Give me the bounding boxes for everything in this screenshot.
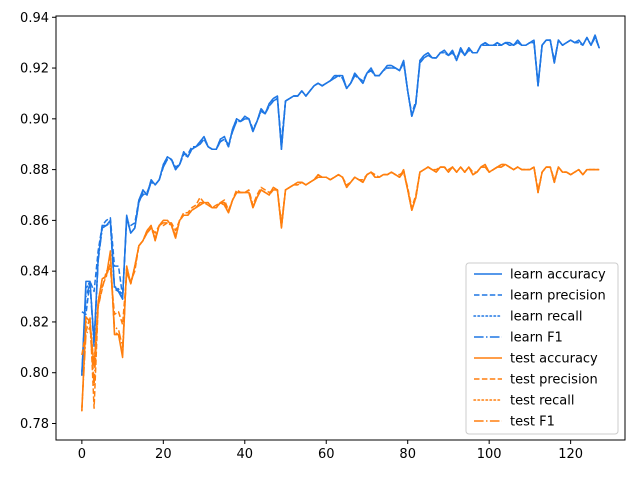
x-tick-label: 100 (477, 447, 502, 462)
y-tick-label: 0.90 (20, 112, 49, 127)
series-layer (81, 34, 600, 412)
y-axis: 0.78 0.80 0.82 0.84 0.86 0.88 0.90 0.92 0.94 (20, 11, 56, 432)
y-tick-label: 0.86 (20, 214, 49, 229)
x-tick-label: 60 (318, 447, 335, 462)
y-tick-label: 0.82 (20, 315, 49, 330)
legend-label: test accuracy (510, 352, 598, 367)
x-tick-label: 0 (78, 447, 86, 462)
legend-label: learn precision (510, 289, 606, 304)
x-tick-label: 80 (399, 447, 416, 462)
x-axis: 0 20 40 60 80 100 120 (78, 440, 583, 462)
series-line-learn-recall (81, 34, 600, 377)
y-tick-label: 0.78 (20, 417, 49, 432)
legend: learn accuracy learn precision learn recal… (465, 262, 619, 435)
legend-box (465, 262, 619, 435)
legend-label: learn recall (510, 310, 582, 325)
y-tick-label: 0.84 (20, 265, 49, 280)
y-tick-label: 0.94 (20, 11, 49, 26)
series-line-test-f1 (81, 163, 600, 409)
x-tick-label: 40 (237, 447, 254, 462)
x-tick-label: 20 (155, 447, 172, 462)
plot-frame (55, 15, 626, 441)
x-tick-label: 120 (558, 447, 583, 462)
legend-label: learn accuracy (510, 268, 606, 283)
y-tick-label: 0.92 (20, 62, 49, 77)
legend-label: learn F1 (510, 331, 563, 346)
legend-label: test F1 (510, 415, 555, 430)
legend-label: test precision (510, 373, 598, 388)
y-tick-label: 0.80 (20, 366, 49, 381)
legend-label: test recall (510, 394, 575, 409)
y-tick-label: 0.88 (20, 163, 49, 178)
